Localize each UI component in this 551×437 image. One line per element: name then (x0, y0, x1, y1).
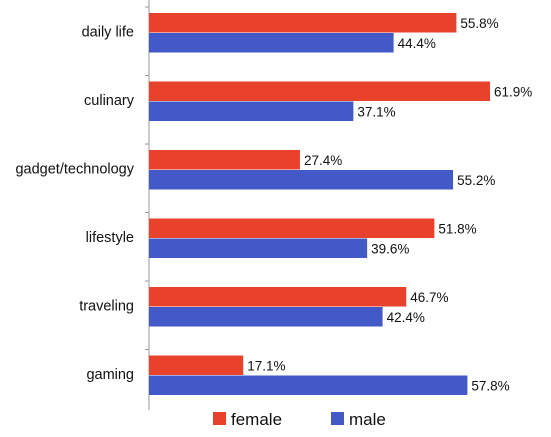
data-label-female: 46.7% (410, 290, 448, 305)
data-label-female: 61.9% (494, 84, 532, 99)
data-label-female: 27.4% (304, 153, 342, 168)
bar-male (149, 375, 468, 395)
bar-female (149, 13, 457, 33)
bar-female (149, 81, 490, 101)
legend-label-female: female (231, 410, 282, 429)
bar-female (149, 150, 300, 170)
bar-male (149, 238, 368, 258)
chart-axis-layer (145, 0, 150, 410)
category-label: gadget/technology (15, 162, 134, 178)
bar-male (149, 307, 383, 327)
legend-swatch-female (213, 412, 226, 425)
data-label-male: 37.1% (357, 104, 395, 119)
chart-labels-layer: daily life 55.8% 44.4% culinary 61.9% 37.1% ga… (15, 16, 532, 394)
data-label-female: 55.8% (460, 16, 498, 31)
category-label: lifestyle (86, 230, 134, 246)
data-label-female: 51.8% (438, 221, 476, 236)
data-label-male: 55.2% (457, 173, 495, 188)
data-label-male: 39.6% (371, 241, 409, 256)
category-label: gaming (86, 367, 134, 383)
bar-male (149, 33, 394, 53)
data-label-male: 42.4% (387, 310, 425, 325)
legend-label-male: male (349, 410, 386, 429)
data-label-male: 57.8% (471, 378, 509, 393)
bar-female (149, 287, 407, 307)
chart-legend: female male (213, 410, 386, 429)
category-label: traveling (79, 299, 134, 315)
bar-female (149, 218, 435, 238)
legend-swatch-male (331, 412, 344, 425)
bar-male (149, 101, 354, 121)
bar-female (149, 355, 244, 375)
chart-bars-layer (149, 13, 490, 395)
bar-male (149, 170, 454, 190)
category-label: daily life (82, 25, 134, 41)
category-label: culinary (84, 93, 135, 109)
data-label-female: 17.1% (247, 358, 285, 373)
data-label-male: 44.4% (398, 36, 436, 51)
